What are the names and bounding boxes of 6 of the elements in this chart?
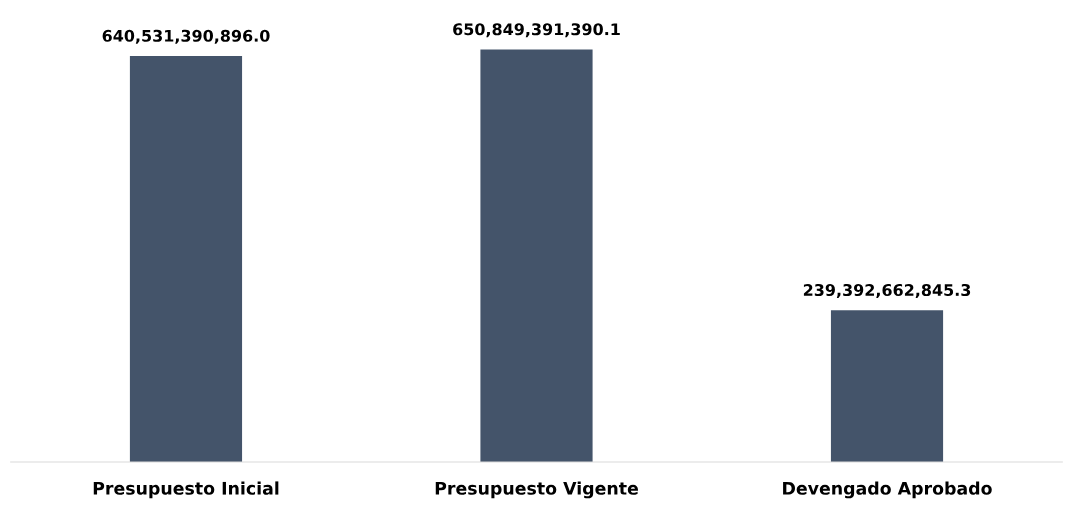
x-tick-label: Devengado Aprobado	[783, 481, 992, 499]
x-tick-label: Presupuesto Vigente	[435, 481, 638, 499]
data-label: 650,849,391,390.1	[453, 23, 620, 38]
x-tick-label: Presupuesto Inicial	[93, 481, 279, 499]
data-label: 640,531,390,896.0	[102, 29, 270, 44]
data-label: 239,392,662,845.3	[803, 283, 971, 299]
